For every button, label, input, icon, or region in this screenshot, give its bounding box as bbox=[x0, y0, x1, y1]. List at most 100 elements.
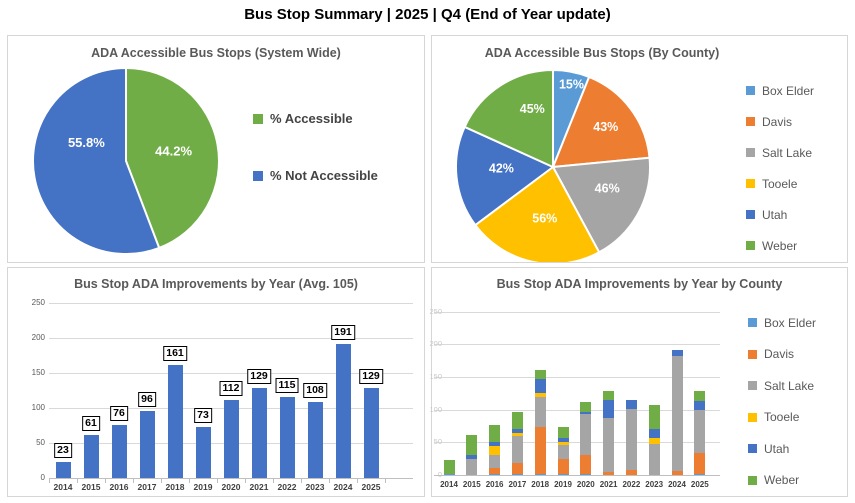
bar-value-label-2019: 73 bbox=[194, 408, 212, 423]
legend-item-tooele: Tooele bbox=[746, 176, 814, 191]
legend-label-tooele: Tooele bbox=[764, 410, 800, 424]
legend-swatch--not-accessible bbox=[253, 170, 263, 181]
stack-segment-davis-2022 bbox=[625, 470, 637, 475]
bar-2020 bbox=[223, 400, 239, 478]
chart-title-system-wide: ADA Accessible Bus Stops (System Wide) bbox=[91, 46, 341, 60]
y-axis-label-100: 100 bbox=[429, 405, 442, 414]
gridline-250 bbox=[49, 303, 413, 304]
stack-segment-utah-2022 bbox=[625, 399, 637, 409]
y-axis-label-50: 50 bbox=[36, 438, 45, 447]
stack-segment-davis-2017 bbox=[511, 462, 523, 474]
y-axis-label-150: 150 bbox=[31, 368, 45, 377]
stack-segment-davis-2021 bbox=[603, 472, 615, 475]
stack-segment-salt-lake-2021 bbox=[603, 418, 615, 473]
stack-segment-weber-2020 bbox=[580, 401, 592, 412]
stack-segment-davis-2020 bbox=[580, 455, 592, 475]
legend-label-weber: Weber bbox=[762, 238, 798, 253]
bar-value-label-2016: 76 bbox=[110, 406, 128, 421]
y-axis-label-250: 250 bbox=[429, 307, 442, 316]
bar-value-label-2017: 96 bbox=[138, 392, 156, 407]
gridline-150 bbox=[49, 373, 413, 374]
stack-segment-salt-lake-2018 bbox=[534, 396, 546, 428]
x-axis-tick bbox=[77, 479, 78, 483]
x-axis-label-2023: 2023 bbox=[305, 482, 325, 492]
x-axis-label-2014: 2014 bbox=[440, 480, 458, 489]
county-pie-legend: Box Elder Davis Salt Lake Tooele Utah Weber bbox=[746, 83, 815, 253]
stack-segment-utah-2023 bbox=[648, 429, 660, 438]
stack-segment-salt-lake-2017 bbox=[511, 435, 523, 463]
x-axis-tick bbox=[161, 479, 162, 483]
legend-swatch-utah bbox=[748, 444, 757, 453]
y-axis-label-250: 250 bbox=[31, 298, 45, 307]
pie-value-label--not-accessible: 55.8% bbox=[68, 135, 105, 150]
legend-label--not-accessible: % Not Accessible bbox=[270, 168, 378, 183]
stack-segment-box-elder-2017 bbox=[511, 473, 523, 475]
x-axis-label-2015: 2015 bbox=[462, 480, 481, 489]
gridline-250 bbox=[434, 312, 720, 313]
bar-2023 bbox=[307, 402, 323, 478]
x-axis-label-2024: 2024 bbox=[333, 482, 353, 492]
x-axis-line bbox=[434, 475, 720, 476]
stack-segment-weber-2014 bbox=[443, 460, 455, 474]
y-axis-label-0: 0 bbox=[40, 473, 45, 482]
stack-segment-salt-lake-2025 bbox=[694, 409, 706, 453]
gridline-200 bbox=[49, 338, 413, 339]
chart-title-county-pie: ADA Accessible Bus Stops (By County) bbox=[484, 46, 720, 60]
x-axis-tick bbox=[133, 479, 134, 483]
legend-swatch-box-elder bbox=[748, 318, 757, 327]
x-axis-tick bbox=[357, 479, 358, 483]
improvements-stacked-plot: 0 50 100 150 200 250 2014 2015 2016 2017 2018 2019 2… bbox=[429, 268, 849, 498]
y-axis-label-200: 200 bbox=[429, 339, 442, 348]
stack-segment-salt-lake-2022 bbox=[625, 409, 637, 471]
page-title: Bus Stop Summary | 2025 | Q4 (End of Yea… bbox=[244, 6, 611, 23]
stack-segment-weber-2018 bbox=[534, 369, 546, 379]
stack-segment-utah-2017 bbox=[511, 429, 523, 433]
stack-segment-tooele-2019 bbox=[557, 442, 569, 445]
legend-label-weber: Weber bbox=[764, 473, 800, 487]
legend-item-box-elder: Box Elder bbox=[748, 315, 817, 330]
stack-segment-utah-2021 bbox=[603, 399, 615, 419]
legend-label-box-elder: Box Elder bbox=[764, 315, 817, 330]
y-axis-label-150: 150 bbox=[429, 372, 442, 381]
pie-slice-utah bbox=[455, 125, 555, 227]
bar-value-label-2023: 108 bbox=[303, 383, 327, 398]
x-axis-label-2021: 2021 bbox=[249, 482, 269, 492]
stacked-bar-legend: Box Elder Davis Salt Lake Tooele Utah Weber bbox=[748, 316, 816, 487]
bar-2018 bbox=[167, 365, 183, 478]
legend-swatch-davis bbox=[748, 349, 757, 359]
stack-segment-box-elder-2016 bbox=[489, 473, 501, 475]
y-axis-label-200: 200 bbox=[31, 333, 45, 342]
bar-value-label-2024: 191 bbox=[331, 325, 355, 340]
x-axis-tick bbox=[49, 479, 50, 483]
stack-segment-salt-lake-2024 bbox=[671, 356, 683, 472]
chart-title-improvements-bar: Bus Stop ADA Improvements by Year (Avg. … bbox=[74, 277, 358, 291]
stack-segment-weber-2021 bbox=[603, 390, 615, 400]
stack-segment-salt-lake-2019 bbox=[557, 445, 569, 460]
chart-title-improvements-stacked: Bus Stop ADA Improvements by Year by Cou… bbox=[496, 277, 783, 291]
bar-value-label-2014: 23 bbox=[54, 443, 72, 458]
pie-slice-weber bbox=[463, 68, 554, 169]
x-axis-label-2019: 2019 bbox=[193, 482, 213, 492]
legend-label-utah: Utah bbox=[762, 207, 788, 222]
x-axis-tick bbox=[245, 479, 246, 483]
legend-label-box-elder: Box Elder bbox=[762, 83, 815, 98]
gridline-150 bbox=[434, 377, 720, 378]
bar-2025 bbox=[363, 388, 379, 478]
bar-2019 bbox=[195, 427, 211, 478]
bar-2021 bbox=[251, 388, 267, 478]
y-axis-label-0: 0 bbox=[426, 471, 442, 479]
legend-label-utah: Utah bbox=[764, 441, 790, 456]
stack-segment-utah-2015 bbox=[466, 454, 478, 459]
bar-2015 bbox=[83, 435, 99, 478]
legend-label-tooele: Tooele bbox=[762, 176, 798, 191]
legend-label-davis: Davis bbox=[762, 114, 793, 129]
stack-segment-utah-2024 bbox=[671, 350, 683, 357]
stack-segment-davis-2016 bbox=[489, 467, 501, 474]
stack-segment-box-elder-2025 bbox=[694, 474, 706, 476]
stack-segment-box-elder-2019 bbox=[557, 473, 569, 475]
x-axis-label-2015: 2015 bbox=[81, 482, 101, 492]
county-pie-chart: 15% 43% 46% 56% 42% 45% bbox=[455, 68, 651, 262]
legend-label-davis: Davis bbox=[764, 347, 795, 361]
x-axis-label-2017: 2017 bbox=[508, 480, 527, 489]
stack-segment-davis-2018 bbox=[534, 427, 546, 475]
